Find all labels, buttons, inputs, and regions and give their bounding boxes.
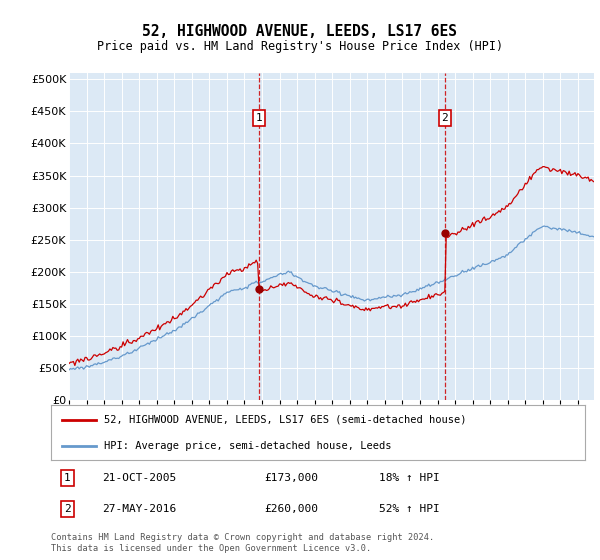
- Text: 1: 1: [64, 473, 70, 483]
- Text: 27-MAY-2016: 27-MAY-2016: [102, 505, 176, 515]
- Text: 1: 1: [256, 113, 262, 123]
- Text: 2: 2: [442, 113, 448, 123]
- Text: Contains HM Land Registry data © Crown copyright and database right 2024.
This d: Contains HM Land Registry data © Crown c…: [51, 533, 434, 553]
- Text: 52, HIGHWOOD AVENUE, LEEDS, LS17 6ES: 52, HIGHWOOD AVENUE, LEEDS, LS17 6ES: [143, 24, 458, 39]
- Text: £173,000: £173,000: [265, 473, 319, 483]
- Text: £260,000: £260,000: [265, 505, 319, 515]
- Text: 2: 2: [64, 505, 70, 515]
- Text: HPI: Average price, semi-detached house, Leeds: HPI: Average price, semi-detached house,…: [104, 441, 392, 451]
- Text: 52% ↑ HPI: 52% ↑ HPI: [379, 505, 440, 515]
- Text: 18% ↑ HPI: 18% ↑ HPI: [379, 473, 440, 483]
- Text: Price paid vs. HM Land Registry's House Price Index (HPI): Price paid vs. HM Land Registry's House …: [97, 40, 503, 53]
- Text: 21-OCT-2005: 21-OCT-2005: [102, 473, 176, 483]
- Text: 52, HIGHWOOD AVENUE, LEEDS, LS17 6ES (semi-detached house): 52, HIGHWOOD AVENUE, LEEDS, LS17 6ES (se…: [104, 415, 467, 424]
